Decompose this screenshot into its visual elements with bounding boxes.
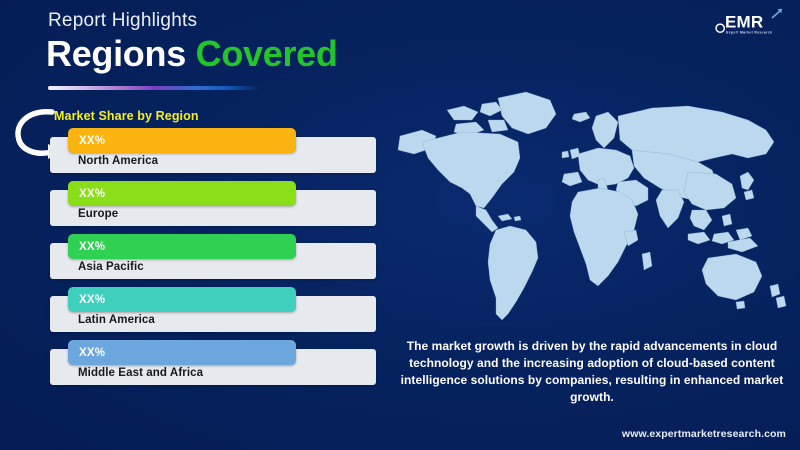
title-divider bbox=[48, 86, 260, 90]
summary-text: The market growth is driven by the rapid… bbox=[400, 339, 784, 405]
region-label: Middle East and Africa bbox=[78, 367, 204, 379]
region-value: XX% bbox=[79, 346, 106, 359]
svg-text:EMR: EMR bbox=[725, 13, 763, 32]
region-label: Asia Pacific bbox=[78, 261, 144, 273]
region-value: XX% bbox=[79, 187, 106, 200]
region-row[interactable]: XX% Asia Pacific bbox=[50, 234, 376, 279]
footer-url[interactable]: www.expertmarketresearch.com bbox=[621, 428, 786, 440]
region-bar[interactable]: XX% bbox=[68, 287, 296, 312]
report-kicker: Report Highlights bbox=[48, 10, 198, 31]
region-row[interactable]: XX% Middle East and Africa bbox=[50, 340, 376, 385]
region-row[interactable]: XX% Latin America bbox=[50, 287, 376, 332]
region-bar[interactable]: XX% bbox=[68, 234, 296, 259]
region-row[interactable]: XX% North America bbox=[50, 128, 376, 173]
region-bar[interactable]: XX% bbox=[68, 340, 296, 365]
region-value: XX% bbox=[79, 293, 106, 306]
page-title: Regions Covered bbox=[46, 36, 338, 72]
page-title-part-1: Regions bbox=[46, 33, 186, 74]
region-label: Europe bbox=[78, 208, 119, 220]
region-label: North America bbox=[78, 155, 159, 167]
region-value: XX% bbox=[79, 134, 106, 147]
svg-text:Expert Market Research: Expert Market Research bbox=[726, 31, 772, 35]
emr-logo: EMR Expert Market Research bbox=[712, 6, 786, 38]
page-title-part-2: Covered bbox=[195, 33, 338, 74]
region-row[interactable]: XX% Europe bbox=[50, 181, 376, 226]
region-bar[interactable]: XX% bbox=[68, 181, 296, 206]
region-value: XX% bbox=[79, 240, 106, 253]
world-map bbox=[392, 58, 796, 330]
region-label: Latin America bbox=[78, 314, 155, 326]
chart-title: Market Share by Region bbox=[54, 109, 199, 123]
region-bar-chart: XX% North America XX% Europe XX% Asia Pa… bbox=[50, 128, 376, 385]
region-bar[interactable]: XX% bbox=[68, 128, 296, 153]
